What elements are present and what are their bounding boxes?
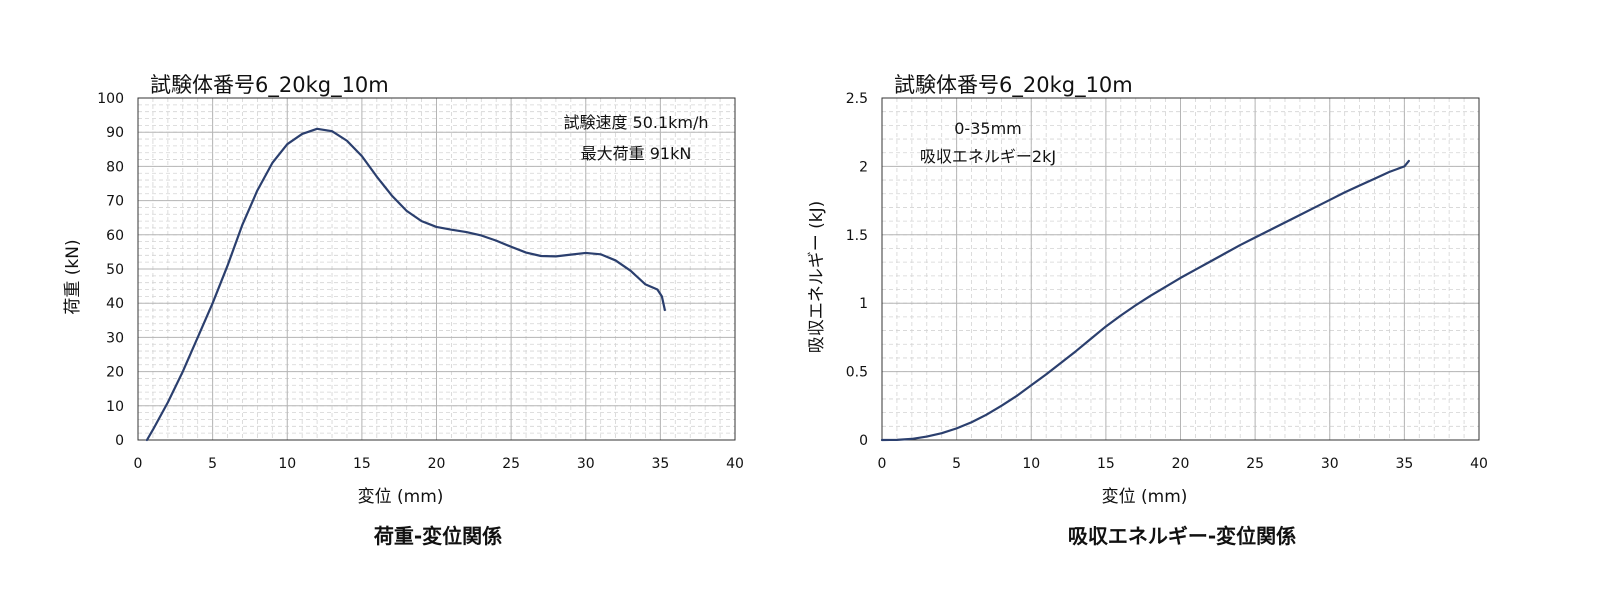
y-axis-label: 荷重 (kN) bbox=[63, 239, 83, 314]
annotation-text: 最大荷重 91kN bbox=[581, 144, 692, 163]
annotation-text: 吸収エネルギー2kJ bbox=[920, 147, 1056, 166]
x-tick-label: 30 bbox=[1321, 456, 1339, 472]
annotation-text: 試験速度 50.1km/h bbox=[563, 113, 708, 132]
x-tick-label: 25 bbox=[502, 456, 520, 472]
y-tick-label: 20 bbox=[106, 365, 124, 381]
y-tick-label: 2.5 bbox=[846, 91, 868, 107]
caption-energy-displacement: 吸収エネルギー-変位関係 bbox=[1067, 524, 1297, 548]
x-tick-label: 40 bbox=[726, 456, 744, 472]
energy-displacement-chart: 0 5 10 15 20 25 30 35 40 0 0.5 1 1.5 2 2.5 試験体番号6_20kg_… bbox=[807, 73, 1488, 507]
x-tick-label: 0 bbox=[878, 456, 887, 472]
y-tick-label: 90 bbox=[106, 125, 124, 141]
y-tick-label: 1.5 bbox=[846, 228, 868, 244]
load-displacement-chart: 0 5 10 15 20 25 30 35 40 0 10 20 30 40 50 60 70 80 90 100 試験… bbox=[63, 73, 744, 507]
plot-frame bbox=[137, 97, 736, 441]
x-tick-label: 5 bbox=[208, 456, 217, 472]
y-tick-label: 0 bbox=[859, 433, 868, 449]
x-tick-label: 35 bbox=[651, 456, 669, 472]
x-tick-label: 10 bbox=[278, 456, 296, 472]
caption-load-displacement: 荷重-変位関係 bbox=[373, 524, 503, 548]
x-tick-label: 20 bbox=[1172, 456, 1190, 472]
y-tick-label: 80 bbox=[106, 159, 124, 175]
chart-title: 試験体番号6_20kg_10m bbox=[150, 73, 389, 98]
x-tick-label: 30 bbox=[577, 456, 595, 472]
y-tick-label: 0.5 bbox=[846, 365, 868, 381]
x-axis-label: 変位 (mm) bbox=[1102, 487, 1188, 507]
y-tick-label: 0 bbox=[115, 433, 124, 449]
y-tick-label: 50 bbox=[106, 262, 124, 278]
x-tick-label: 40 bbox=[1470, 456, 1488, 472]
x-tick-label: 25 bbox=[1246, 456, 1264, 472]
annotation-text: 0-35mm bbox=[954, 119, 1021, 138]
x-tick-label: 5 bbox=[952, 456, 961, 472]
y-tick-label: 60 bbox=[106, 228, 124, 244]
y-axis-label: 吸収エネルギー (kJ) bbox=[807, 201, 827, 354]
y-tick-label: 10 bbox=[106, 399, 124, 415]
y-tick-label: 1 bbox=[859, 296, 868, 312]
series-line bbox=[880, 159, 1410, 442]
chart-title: 試験体番号6_20kg_10m bbox=[894, 73, 1133, 98]
x-tick-label: 10 bbox=[1022, 456, 1040, 472]
x-tick-label: 20 bbox=[428, 456, 446, 472]
x-tick-label: 35 bbox=[1395, 456, 1413, 472]
y-tick-label: 40 bbox=[106, 296, 124, 312]
x-tick-label: 15 bbox=[353, 456, 371, 472]
plot-frame bbox=[881, 97, 1480, 441]
series-line bbox=[145, 127, 666, 442]
y-tick-label: 70 bbox=[106, 194, 124, 210]
x-axis-label: 変位 (mm) bbox=[358, 487, 444, 507]
x-tick-label: 0 bbox=[134, 456, 143, 472]
y-tick-label: 100 bbox=[97, 91, 124, 107]
y-tick-label: 30 bbox=[106, 330, 124, 346]
x-tick-label: 15 bbox=[1097, 456, 1115, 472]
y-tick-label: 2 bbox=[859, 159, 868, 175]
